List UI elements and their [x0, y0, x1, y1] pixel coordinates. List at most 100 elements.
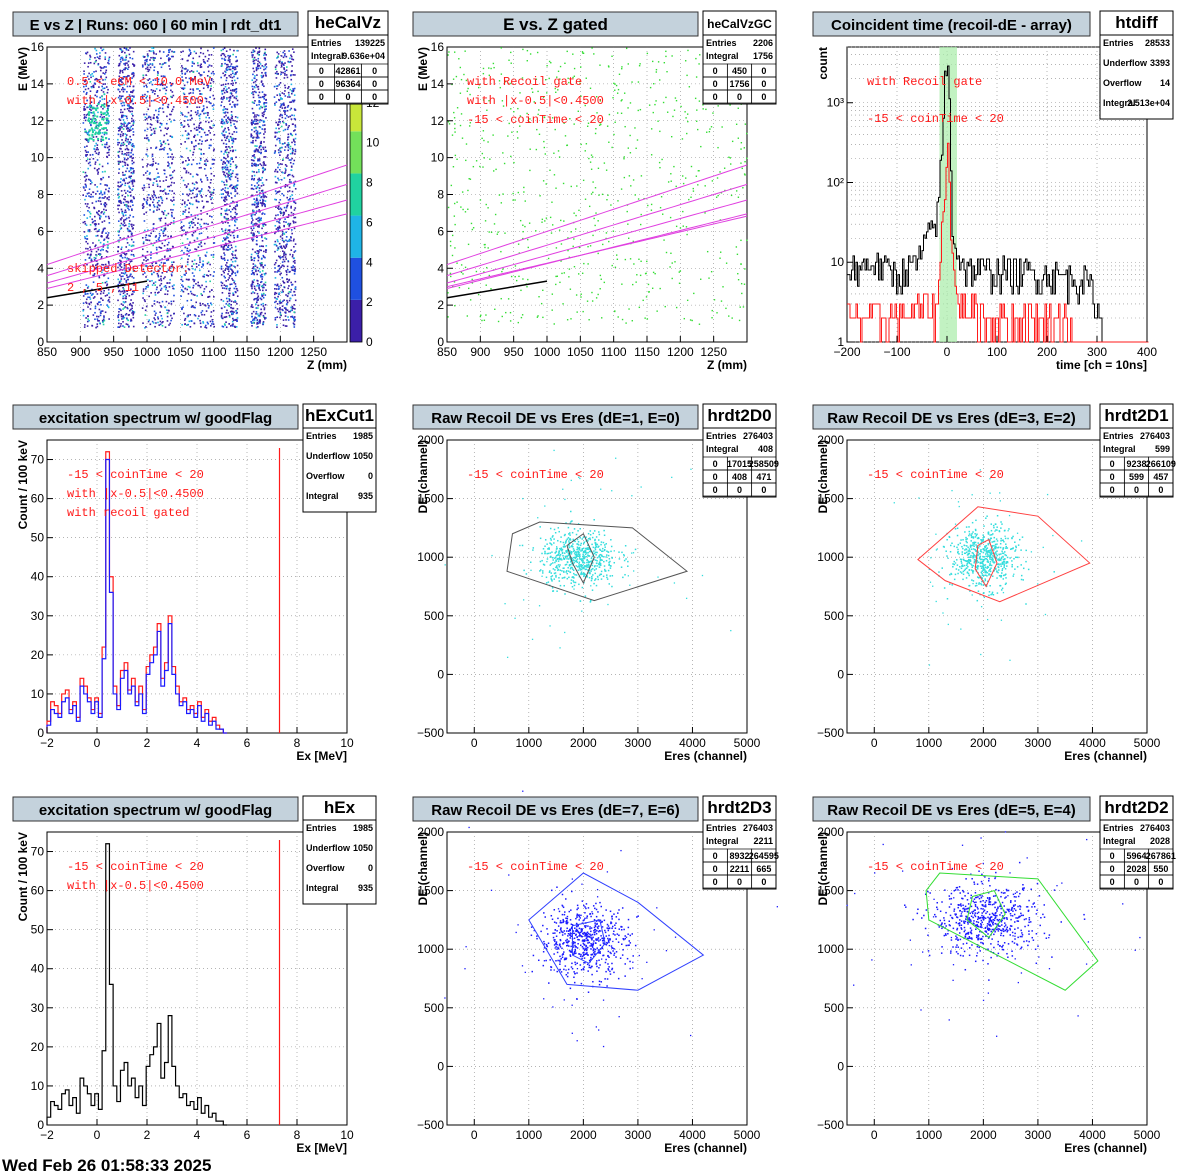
- heat-cell: [222, 169, 224, 171]
- heat-cell: [156, 117, 158, 119]
- heat-cell: [132, 204, 134, 206]
- heat-cell: [120, 219, 122, 221]
- heat-cell: [287, 309, 289, 311]
- heat-cell: [230, 235, 232, 237]
- heat-cell: [208, 147, 210, 149]
- heat-cell: [203, 153, 205, 155]
- heat-cell: [229, 49, 231, 51]
- heat-cell: [120, 178, 122, 180]
- heat-cell: [131, 305, 133, 307]
- heat-cell: [263, 169, 265, 171]
- heat-cell: [197, 282, 199, 284]
- heat-cell: [237, 290, 239, 292]
- scatter-point: [518, 322, 519, 323]
- heat-cell: [162, 321, 164, 323]
- scatter-point: [564, 272, 565, 273]
- heat-cell: [189, 189, 191, 191]
- heat-cell: [181, 226, 183, 228]
- heat-cell: [108, 58, 110, 60]
- scatter-point: [495, 169, 496, 170]
- heat-cell: [209, 196, 211, 198]
- heat-cell: [193, 146, 195, 148]
- heat-cell: [257, 250, 259, 252]
- heat-cell: [198, 128, 200, 130]
- heat-cell: [167, 293, 169, 295]
- heat-cell: [172, 171, 174, 173]
- scatter-point: [487, 207, 488, 208]
- heat-cell: [95, 193, 97, 195]
- scatter-point: [632, 320, 633, 321]
- heat-cell: [154, 57, 156, 59]
- heat-cell: [260, 141, 262, 143]
- heat-cell: [258, 137, 260, 139]
- heat-cell: [170, 199, 172, 201]
- stats-cell-text: 0: [372, 92, 377, 102]
- heat-cell: [147, 108, 149, 110]
- scatter-point: [595, 133, 596, 134]
- heat-cell: [293, 185, 295, 187]
- heat-cell: [211, 73, 213, 75]
- heat-cell: [262, 270, 264, 272]
- heat-cell: [290, 207, 292, 209]
- heat-cell: [90, 183, 92, 185]
- heat-cell: [120, 134, 122, 136]
- heat-cell: [277, 167, 279, 169]
- heat-cell: [263, 156, 265, 158]
- heat-cell: [193, 148, 195, 150]
- heat-cell: [234, 186, 236, 188]
- heat-cell: [163, 213, 165, 215]
- heat-cell: [125, 219, 127, 221]
- heat-cell: [263, 162, 265, 164]
- heat-cell: [126, 118, 128, 120]
- heat-cell: [263, 283, 265, 285]
- heat-cell: [168, 156, 170, 158]
- heat-cell: [103, 228, 105, 230]
- heat-cell: [166, 176, 168, 178]
- heat-cell: [224, 259, 226, 261]
- heat-cell: [190, 115, 192, 117]
- heat-cell: [131, 239, 133, 241]
- heat-cell: [227, 167, 229, 169]
- heat-cell: [155, 178, 157, 180]
- heat-cell: [194, 240, 196, 242]
- heat-cell: [96, 124, 98, 126]
- heat-cell: [293, 246, 295, 248]
- heat-cell: [91, 218, 93, 220]
- heat-cell: [222, 163, 224, 165]
- heat-cell: [154, 326, 156, 328]
- heat-cell: [98, 123, 100, 125]
- scatter-point: [700, 279, 701, 280]
- heat-cell: [188, 112, 190, 114]
- heat-cell: [121, 139, 123, 141]
- heat-cell: [234, 326, 236, 328]
- heat-cell: [125, 136, 127, 138]
- scatter-point: [651, 210, 652, 211]
- heat-cell: [263, 114, 265, 116]
- heat-cell: [210, 90, 212, 92]
- heat-cell: [160, 305, 162, 307]
- heat-cell: [209, 132, 211, 134]
- heat-cell: [290, 289, 292, 291]
- heat-cell: [85, 180, 87, 182]
- heat-cell: [230, 83, 232, 85]
- heat-cell: [198, 125, 200, 127]
- heat-cell: [163, 235, 165, 237]
- heat-cell: [99, 52, 101, 54]
- heat-cell: [161, 247, 163, 249]
- heat-cell: [257, 307, 259, 309]
- heat-cell: [293, 239, 295, 241]
- heat-cell: [190, 203, 192, 205]
- heat-cell: [94, 151, 96, 153]
- heat-cell: [117, 279, 119, 281]
- heat-cell: [293, 304, 295, 306]
- heat-cell: [120, 148, 122, 150]
- heat-cell: [251, 254, 253, 256]
- heat-cell: [101, 248, 103, 250]
- heat-cell: [104, 144, 106, 146]
- heat-cell: [277, 303, 279, 305]
- heat-cell: [286, 274, 288, 276]
- heat-cell: [96, 147, 98, 149]
- heat-cell: [221, 122, 223, 124]
- heat-cell: [123, 125, 125, 127]
- heat-cell: [159, 149, 161, 151]
